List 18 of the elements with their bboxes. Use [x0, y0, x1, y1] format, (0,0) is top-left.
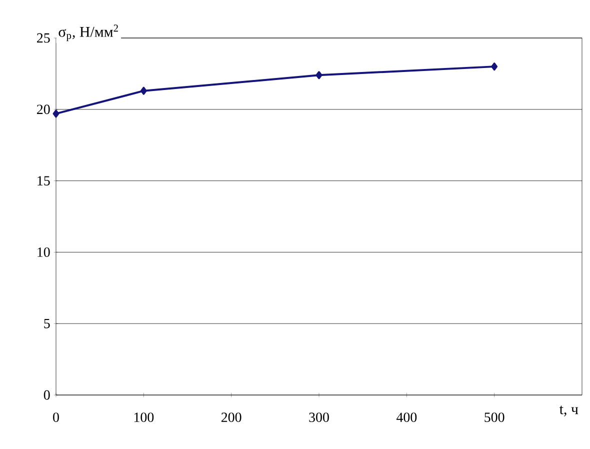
point: [491, 62, 498, 71]
point: [140, 86, 147, 95]
y-tick-label: 20: [37, 104, 50, 114]
point: [316, 71, 322, 80]
x-tick-label: 300: [309, 412, 329, 422]
x-tick-label: 100: [134, 412, 154, 422]
y-tick-label: 10: [38, 247, 50, 257]
x-tick-label: 0: [53, 412, 59, 422]
y-tick-label: 0: [44, 390, 50, 400]
x-axis-title: t, ч: [559, 406, 578, 416]
x-tick-label: 200: [221, 412, 242, 422]
y-tick-label: 5: [44, 318, 50, 328]
y-axis-title: σ$_{р}$, Н/мм$^{2}$: [58, 24, 118, 42]
point: [52, 110, 60, 118]
y-tick-label: 15: [38, 176, 50, 186]
x-tick-label: 500: [484, 412, 504, 422]
x-tick-label: 400: [396, 412, 417, 422]
y-tick-label: 25: [37, 33, 50, 43]
